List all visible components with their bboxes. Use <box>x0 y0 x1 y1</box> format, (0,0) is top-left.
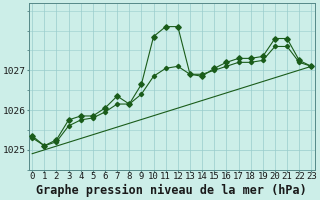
X-axis label: Graphe pression niveau de la mer (hPa): Graphe pression niveau de la mer (hPa) <box>36 184 307 197</box>
